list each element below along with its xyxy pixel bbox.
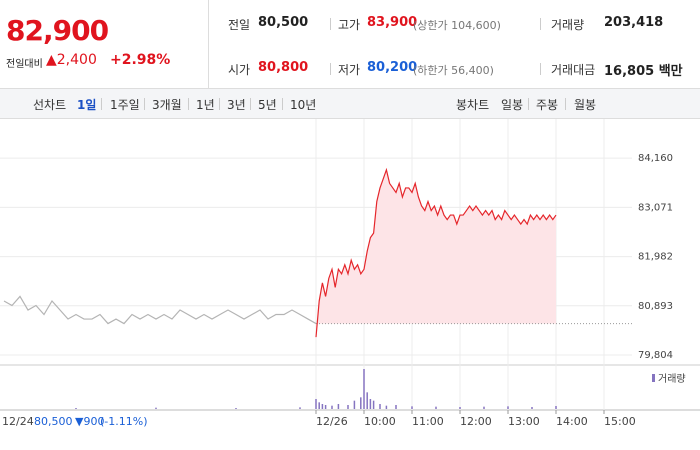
prev-close: 80,500 [34, 415, 73, 428]
quote-header [0, 0, 700, 89]
tab[interactable]: 10년 [290, 98, 317, 112]
volume-bar [155, 407, 157, 409]
volume-bar [372, 400, 375, 409]
volume-bar [366, 392, 368, 409]
volume-bar [331, 405, 333, 409]
y-tick-label: 83,071 [638, 202, 673, 213]
tab[interactable]: 3개월 [152, 98, 182, 112]
stat-label: 시가 [228, 63, 251, 77]
volume-bar [459, 407, 461, 409]
volume-bar [483, 406, 485, 409]
stat-value: 83,900 [367, 15, 418, 30]
tab[interactable]: 월봉 [574, 98, 597, 112]
legend-label: 거래량 [658, 373, 686, 385]
x-tick-label: 14:00 [556, 415, 588, 428]
tab[interactable]: 주봉 [536, 98, 559, 112]
change: ▲2,400 [46, 52, 97, 68]
x-tick-label: 12:00 [460, 415, 492, 428]
x-tick-label: 11:00 [412, 415, 444, 428]
tab[interactable]: 1일 [77, 98, 97, 112]
tab[interactable]: 일봉 [501, 98, 524, 112]
volume-bar [353, 400, 356, 409]
volume-bar [369, 399, 372, 409]
x-tick-label: 13:00 [508, 415, 540, 428]
tab[interactable]: 3년 [227, 98, 246, 112]
volume-bar [235, 408, 237, 409]
volume-bar [379, 404, 381, 409]
tab-group-label: 봉차트 [456, 98, 490, 112]
stat-value: 203,418 [604, 15, 664, 30]
stat-value: 16,805 백만 [604, 64, 683, 79]
volume-bar [75, 408, 77, 409]
stat-note: (하한가 56,400) [413, 64, 494, 77]
tab[interactable]: 1주일 [110, 98, 140, 112]
volume-bar [324, 405, 327, 409]
x-tick-label: 10:00 [364, 415, 396, 428]
volume-bar [507, 406, 509, 409]
volume-bar [315, 399, 317, 409]
volume-bar [347, 405, 349, 409]
stat-label: 저가 [338, 63, 361, 77]
change-rate: +2.98% [110, 52, 171, 68]
volume-bar [385, 405, 388, 409]
tab-group-label: 선차트 [33, 98, 67, 112]
y-tick-label: 80,893 [638, 301, 673, 312]
volume-bar [321, 404, 324, 409]
x-tick-label: 12/26 [316, 415, 348, 428]
price-line [315, 167, 557, 338]
divider [208, 0, 209, 88]
area [316, 169, 556, 338]
volume-bar [337, 404, 340, 409]
x-tick-label: 15:00 [604, 415, 636, 428]
stat-label: 거래대금 [551, 63, 596, 77]
volume-bar [299, 407, 301, 409]
stat-label: 전일 [228, 18, 251, 32]
stat-label: 고가 [338, 18, 361, 32]
volume-bar [395, 405, 397, 409]
price-line [3, 295, 317, 325]
volume-bar [435, 406, 437, 409]
tab[interactable]: 5년 [258, 98, 277, 112]
y-tick-label: 84,160 [638, 153, 673, 164]
y-tick-label: 79,804 [638, 350, 673, 361]
change-label: 전일대비 [6, 59, 43, 70]
stat-value: 80,800 [258, 60, 309, 75]
y-tick-label: 81,982 [638, 252, 673, 263]
prev-rate: (-1.11%) [100, 415, 148, 428]
tab-bar [0, 89, 700, 119]
stat-label: 거래량 [551, 18, 585, 32]
volume-bar [411, 406, 413, 409]
volume-bar [555, 406, 557, 409]
volume-bar [318, 402, 320, 409]
chart: 79,804 80,893 81,982 83,071 84,160 12/26 10:00… [0, 119, 700, 428]
prev-date: 12/24 [2, 415, 34, 428]
stat-value: 80,200 [367, 60, 418, 75]
stat-value: 80,500 [258, 15, 309, 30]
legend-swatch [652, 374, 655, 382]
volume-bar [360, 397, 362, 409]
tab[interactable]: 1년 [196, 98, 215, 112]
volume-bar [531, 407, 533, 409]
volume-bar [363, 369, 365, 409]
prev-change: ▼900 [75, 415, 105, 428]
stat-note: (상한가 104,600) [413, 19, 501, 32]
price: 82,900 [6, 14, 109, 47]
